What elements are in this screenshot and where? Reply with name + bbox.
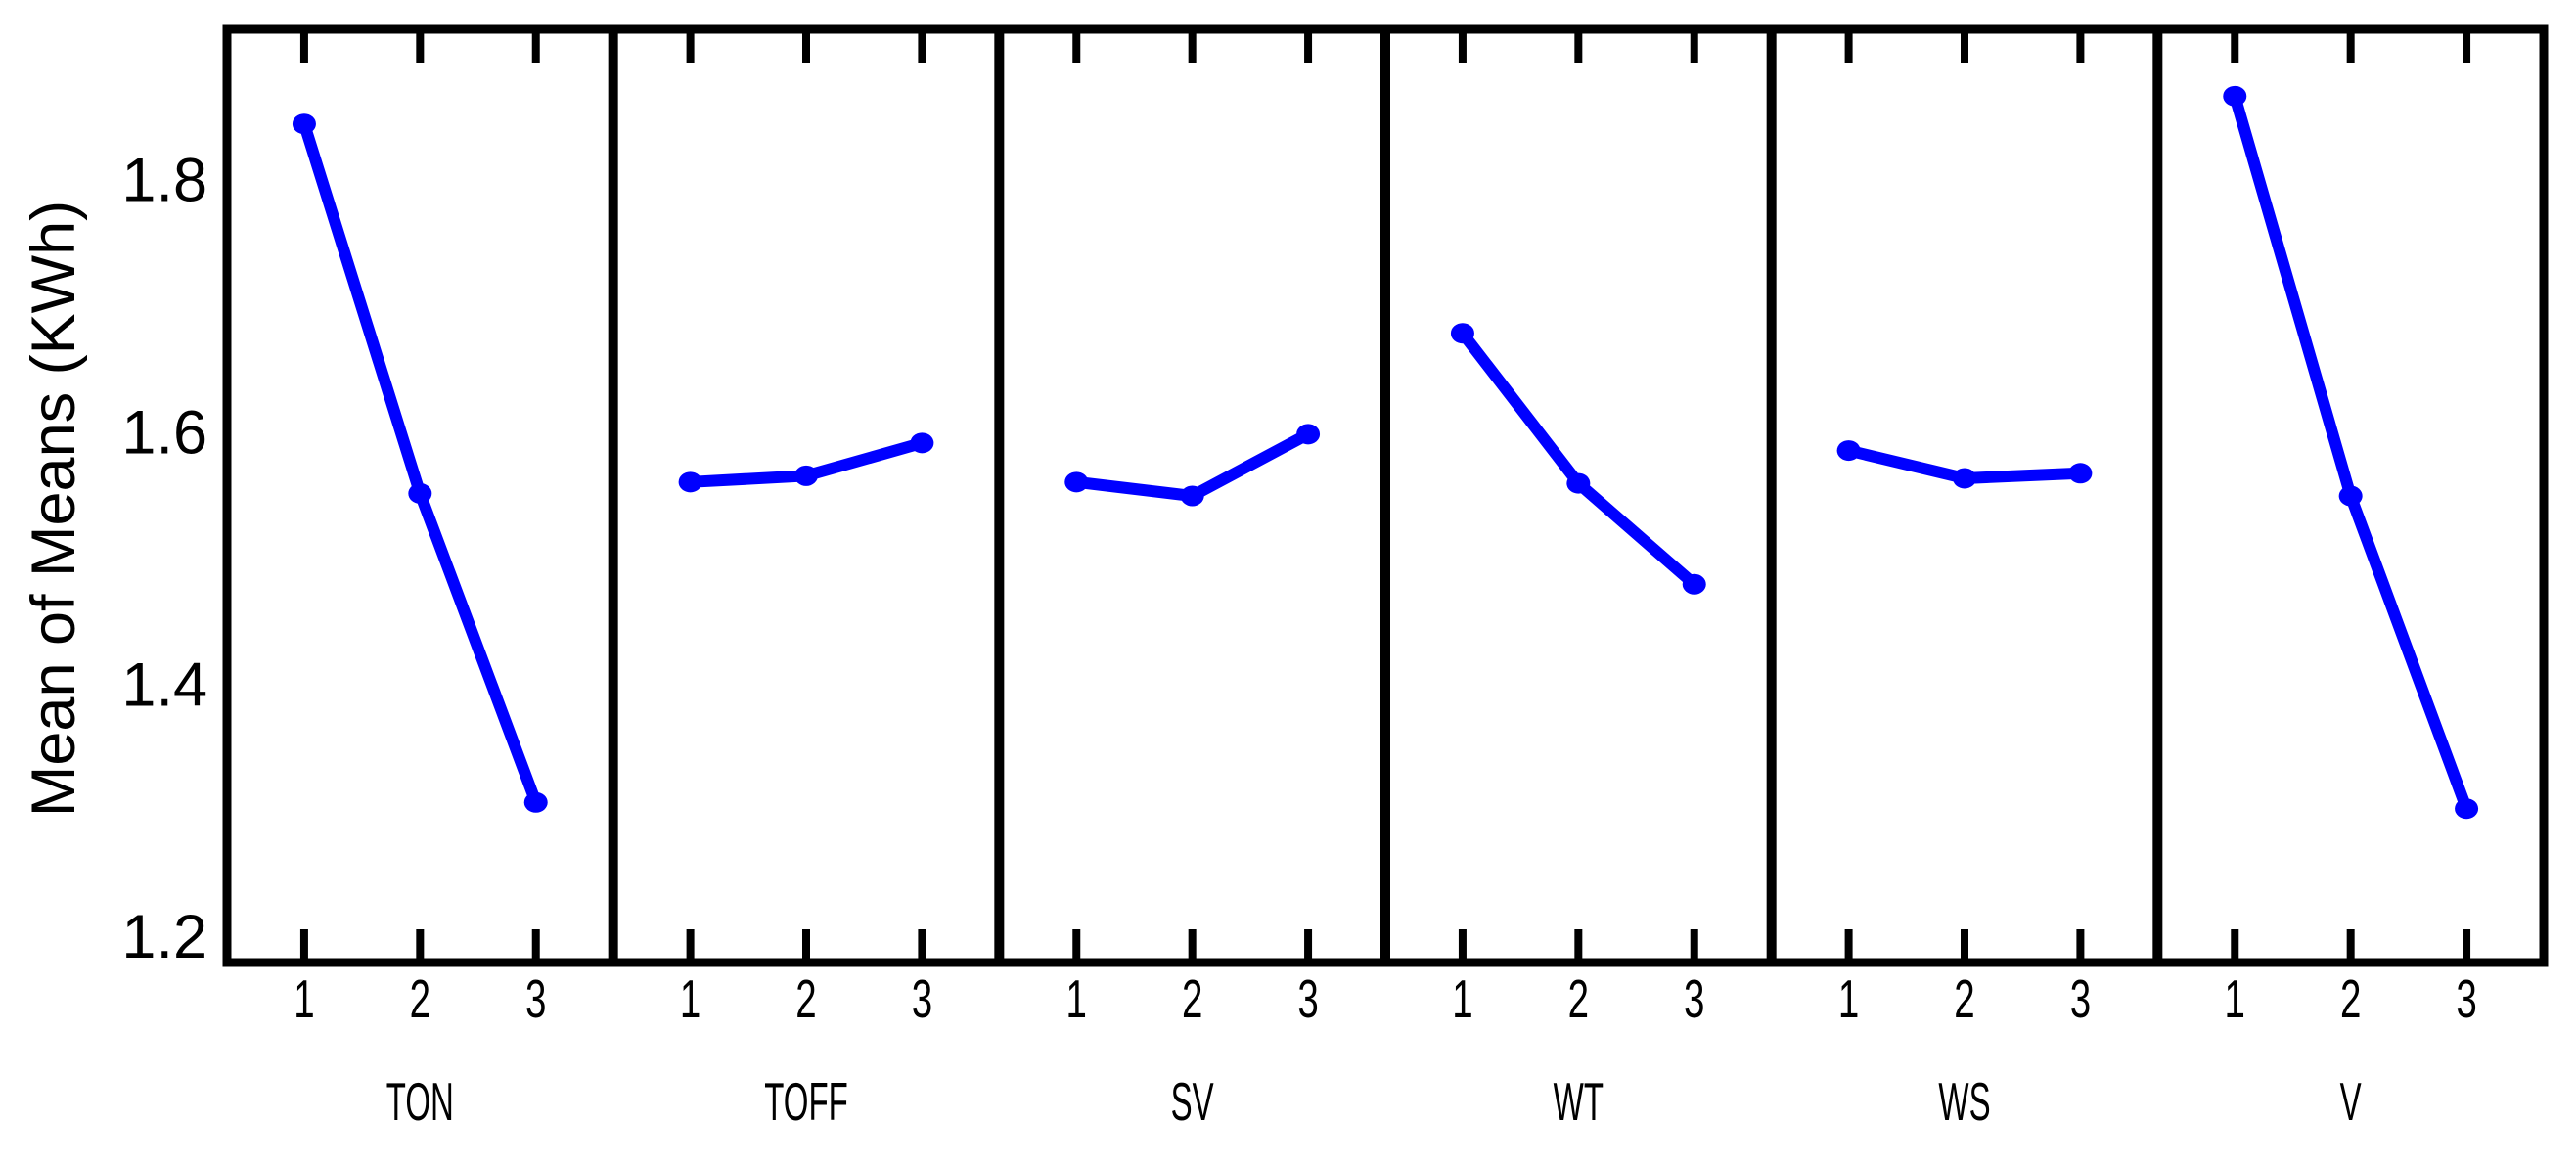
factor-label: WS [1938,1071,1990,1132]
x-tick-label: 1 [294,969,314,1029]
data-point [1682,573,1706,595]
x-tick-label-group: 3 [2456,969,2476,1029]
x-tick-label-group: 3 [2070,969,2091,1029]
y-tick-label: 1.6 [121,399,207,468]
data-point [1450,323,1474,344]
x-tick-label-group: 1 [1838,969,1859,1029]
x-tick-label-group: 2 [1182,969,1202,1029]
x-tick-label-group: 3 [1684,969,1704,1029]
x-tick-label-group: 3 [1297,969,1318,1029]
x-tick-label: 1 [2225,969,2245,1029]
x-tick-label: 1 [1452,969,1472,1029]
data-point [1953,468,1976,489]
x-tick-label-group: 1 [1452,969,1472,1029]
data-point [1180,485,1204,507]
factor-label: V [2340,1071,2363,1132]
factor-label: WT [1554,1071,1604,1132]
x-tick-label: 2 [795,969,816,1029]
x-tick-label: 1 [1066,969,1087,1029]
factor-label-group: TON [386,1071,454,1132]
x-tick-label: 3 [525,969,546,1029]
data-point [678,471,702,493]
data-point [2223,85,2247,107]
x-tick-label-group: 2 [1954,969,1974,1029]
x-tick-label-group: 2 [2340,969,2361,1029]
factor-label: TON [386,1071,454,1132]
x-tick-label: 2 [410,969,430,1029]
factor-label-group: WS [1938,1071,1990,1132]
x-tick-label-group: 3 [525,969,546,1029]
x-tick-label-group: 1 [2225,969,2245,1029]
x-tick-label-group: 2 [1568,969,1589,1029]
data-point [1064,471,1089,493]
data-point [910,432,934,454]
y-axis-title: Mean of Means (KWh) [20,201,88,817]
data-point [523,791,548,813]
x-tick-label: 3 [1297,969,1318,1029]
x-tick-label: 2 [2340,969,2361,1029]
factor-label-group: WT [1554,1071,1604,1132]
y-tick-label: 1.8 [121,147,207,215]
x-tick-label: 2 [1182,969,1202,1029]
data-point [292,113,316,135]
data-point [1836,440,1861,462]
factor-label: SV [1171,1071,1215,1132]
x-tick-label-group: 2 [410,969,430,1029]
factor-label: TOFF [764,1071,848,1132]
factor-label-group: TOFF [764,1071,848,1132]
data-point [408,482,432,504]
x-tick-label: 1 [680,969,700,1029]
data-point [2455,798,2479,820]
data-point [2068,463,2093,484]
y-tick-label: 1.2 [121,903,207,971]
x-tick-label: 3 [912,969,932,1029]
data-point [794,465,818,486]
x-tick-label: 3 [2456,969,2476,1029]
data-point [1296,424,1321,445]
data-point [2338,485,2363,507]
x-tick-label-group: 2 [795,969,816,1029]
x-tick-label: 2 [1954,969,1974,1029]
x-tick-label-group: 1 [680,969,700,1029]
x-tick-label-group: 3 [912,969,932,1029]
x-tick-label: 2 [1568,969,1589,1029]
x-tick-label-group: 1 [1066,969,1087,1029]
x-tick-label: 3 [1684,969,1704,1029]
factor-label-group: SV [1171,1071,1215,1132]
x-tick-label-group: 1 [294,969,314,1029]
panel-frame [222,24,2549,967]
x-tick-label: 3 [2070,969,2091,1029]
data-point [1566,472,1591,494]
x-tick-label: 1 [1838,969,1859,1029]
y-tick-label: 1.4 [121,650,207,719]
factor-label-group: V [2340,1071,2363,1132]
